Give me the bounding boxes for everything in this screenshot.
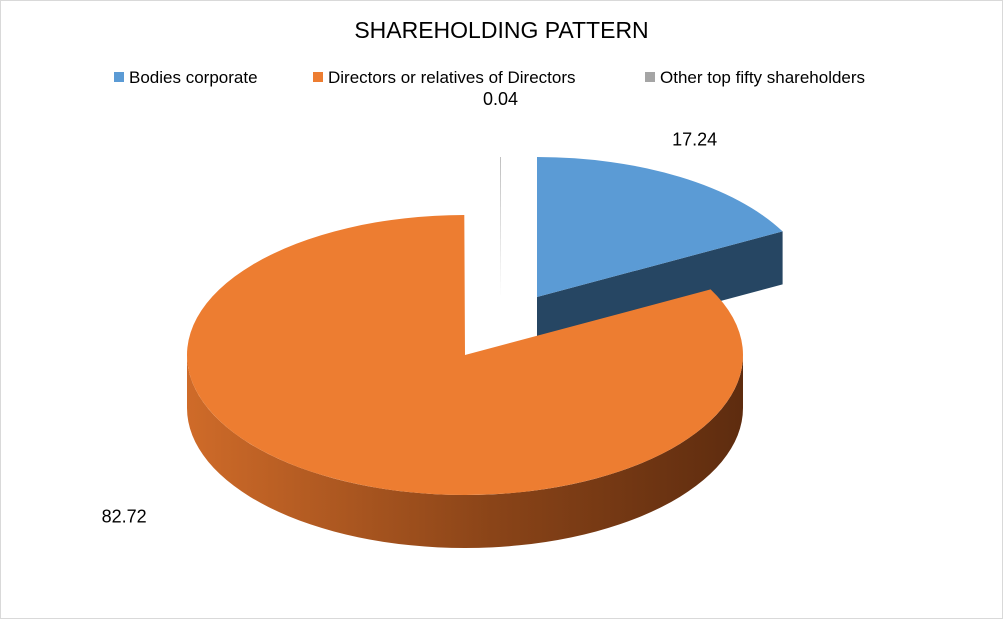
pie-slice-other-top-fifty (500, 157, 501, 297)
pie-top-other-top-fifty (500, 157, 501, 297)
legend: Bodies corporate Directors or relatives … (0, 68, 1003, 90)
legend-swatch-bodies-corporate (114, 72, 124, 82)
pie-top-bodies-corporate (537, 157, 783, 297)
legend-swatch-directors (313, 72, 323, 82)
data-label-other-top-fifty: 0.04 (483, 89, 518, 109)
legend-item-bodies-corporate: Bodies corporate (114, 68, 258, 88)
legend-item-other-top-fifty: Other top fifty shareholders (645, 68, 865, 88)
data-label-bodies-corporate: 17.24 (672, 129, 717, 149)
legend-label-bodies-corporate: Bodies corporate (129, 68, 258, 87)
pie-slice-directors (187, 215, 744, 548)
data-label-directors: 82.72 (102, 506, 147, 526)
pie-top-directors (187, 215, 744, 496)
pie-side-directors (187, 355, 743, 548)
legend-item-directors: Directors or relatives of Directors (313, 68, 576, 88)
legend-label-directors: Directors or relatives of Directors (328, 68, 576, 87)
chart-title: SHAREHOLDING PATTERN (354, 17, 649, 43)
legend-label-other-top-fifty: Other top fifty shareholders (660, 68, 866, 87)
legend-swatch-other-top-fifty (645, 72, 655, 82)
